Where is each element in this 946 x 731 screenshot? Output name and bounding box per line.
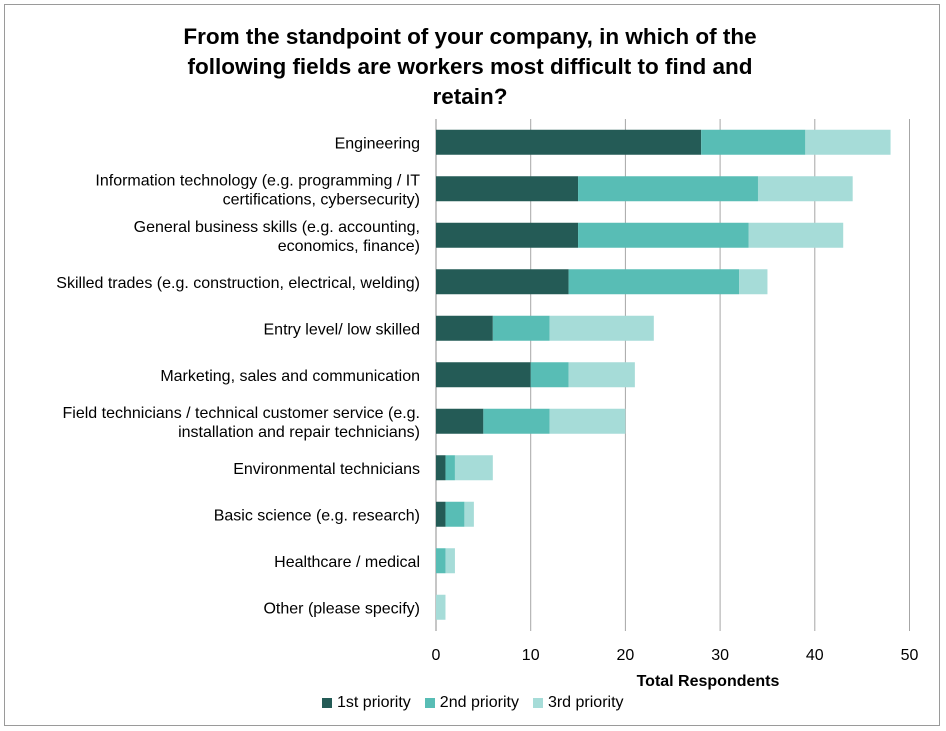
x-tick-label: 40 — [806, 647, 824, 664]
bar-segment-2 — [530, 362, 569, 388]
bar-segment-2 — [436, 548, 446, 574]
bar-segment-1 — [436, 315, 493, 341]
bar-segment-2 — [701, 129, 806, 155]
bar-segment-2 — [445, 455, 455, 481]
category-label: Healthcare / medical — [274, 554, 420, 571]
bar-segment-1 — [436, 362, 531, 388]
x-axis-title: Total Respondents — [637, 673, 780, 690]
bar-segment-2 — [578, 222, 749, 248]
bar-segment-1 — [436, 455, 446, 481]
bar-segment-3 — [445, 548, 455, 574]
category-label: Field technicians / technical customer s… — [63, 405, 420, 422]
legend-item-2nd-priority: 2nd priority — [424, 694, 519, 712]
legend-swatch-2nd — [424, 698, 435, 708]
bar-segment-2 — [483, 408, 550, 434]
category-label: Marketing, sales and communication — [160, 368, 420, 385]
category-labels: Engineering Information technology (e.g. … — [56, 135, 420, 617]
category-label: General business skills (e.g. accounting… — [134, 219, 420, 236]
legend-item-3rd-priority: 3rd priority — [532, 694, 624, 712]
x-tick-label: 10 — [522, 647, 540, 664]
bar-segment-3 — [757, 176, 853, 202]
bar-segment-3 — [568, 362, 635, 388]
legend-swatch-1st — [322, 698, 332, 708]
x-tick-label: 0 — [432, 647, 441, 664]
category-label: Other (please specify) — [263, 600, 420, 617]
title-line-3: retain? — [432, 84, 508, 109]
category-label: Skilled trades (e.g. construction, elect… — [56, 275, 420, 292]
category-label: Environmental technicians — [233, 461, 420, 478]
bar-segment-1 — [436, 222, 579, 248]
x-tick-labels: 0 10 20 30 40 50 — [432, 647, 919, 664]
legend-label-1st: 1st priority — [337, 694, 411, 711]
bar-segment-1 — [436, 176, 579, 202]
bars — [436, 129, 891, 620]
legend-swatch-3rd — [532, 698, 543, 708]
bar-segment-1 — [436, 501, 446, 527]
bar-segment-1 — [436, 408, 484, 434]
category-label: economics, finance) — [278, 238, 420, 255]
category-label: Entry level/ low skilled — [264, 321, 421, 338]
bar-segment-1 — [436, 269, 569, 295]
bar-segment-2 — [578, 176, 758, 202]
bar-segment-2 — [492, 315, 550, 341]
category-label: Information technology (e.g. programming… — [95, 172, 420, 189]
legend-item-1st-priority: 1st priority — [322, 694, 411, 712]
bar-segment-1 — [436, 129, 702, 155]
x-tick-label: 50 — [901, 647, 919, 664]
category-label: Basic science (e.g. research) — [214, 507, 420, 524]
bar-segment-3 — [454, 455, 493, 481]
bar-segment-3 — [739, 269, 768, 295]
x-tick-label: 20 — [617, 647, 635, 664]
legend-label-3rd: 3rd priority — [547, 694, 624, 711]
chart-title: From the standpoint of your company, in … — [120, 22, 820, 112]
bar-segment-3 — [549, 408, 626, 434]
category-label: certifications, cybersecurity) — [223, 191, 420, 208]
bar-segment-3 — [805, 129, 891, 155]
legend: 1st priority 2nd priority 3rd priority — [322, 694, 624, 712]
legend-label-2nd: 2nd priority — [439, 694, 519, 711]
bar-segment-3 — [748, 222, 844, 248]
bar-segment-3 — [549, 315, 654, 341]
category-label: installation and repair technicians) — [178, 424, 420, 441]
category-label: Engineering — [335, 135, 420, 152]
bar-segment-3 — [436, 594, 446, 620]
bar-segment-2 — [568, 269, 740, 295]
bar-segment-2 — [445, 501, 465, 527]
title-line-1: From the standpoint of your company, in … — [183, 24, 757, 49]
title-line-2: following fields are workers most diffic… — [187, 54, 753, 79]
bar-segment-3 — [464, 501, 474, 527]
x-tick-label: 30 — [711, 647, 729, 664]
